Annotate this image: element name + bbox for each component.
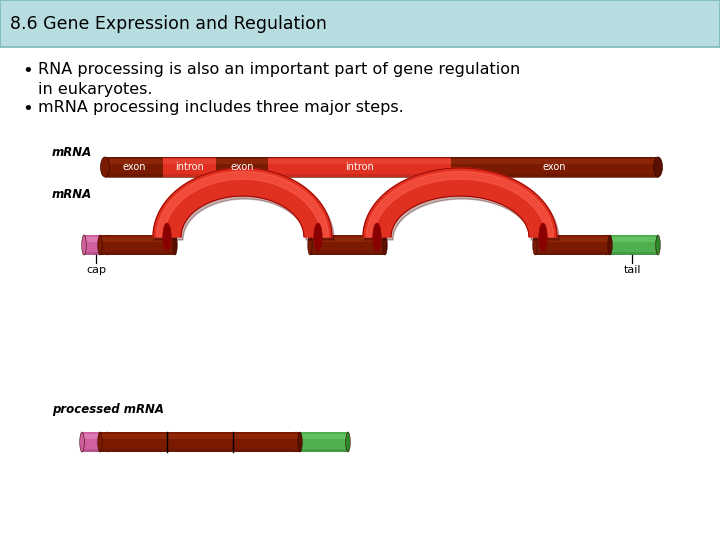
Ellipse shape (533, 235, 537, 255)
Ellipse shape (314, 223, 323, 251)
Ellipse shape (294, 432, 298, 452)
Ellipse shape (82, 235, 86, 255)
Polygon shape (153, 168, 332, 237)
Ellipse shape (608, 235, 612, 255)
Bar (82, 449, 107, 452)
Text: •: • (22, 100, 32, 118)
Polygon shape (366, 172, 554, 237)
Ellipse shape (98, 235, 102, 255)
Text: mRNA: mRNA (52, 188, 92, 201)
Bar (268, 159, 451, 164)
Ellipse shape (654, 157, 662, 177)
Ellipse shape (383, 235, 387, 255)
Bar (100, 434, 300, 438)
Bar (606, 237, 658, 241)
Text: exon: exon (122, 162, 145, 172)
Text: exon: exon (230, 162, 253, 172)
Text: cap: cap (86, 265, 106, 275)
Polygon shape (155, 171, 334, 240)
Bar (310, 252, 385, 255)
Bar (100, 237, 175, 241)
Bar (100, 235, 175, 255)
Bar (215, 157, 268, 177)
Text: mRNA processing includes three major steps.: mRNA processing includes three major ste… (38, 100, 404, 115)
Polygon shape (156, 172, 328, 237)
Bar (163, 157, 215, 177)
Ellipse shape (298, 432, 302, 452)
Ellipse shape (373, 223, 381, 251)
Bar (82, 432, 107, 452)
Bar (100, 252, 175, 255)
Bar (163, 159, 215, 164)
Bar (606, 235, 658, 255)
Bar (84, 252, 107, 255)
Ellipse shape (163, 223, 171, 251)
Text: RNA processing is also an important part of gene regulation
in eukaryotes.: RNA processing is also an important part… (38, 62, 521, 97)
Bar (535, 235, 610, 255)
Text: tail: tail (624, 265, 641, 275)
Bar (84, 237, 107, 241)
Ellipse shape (104, 235, 109, 255)
Bar (82, 434, 107, 438)
Ellipse shape (346, 432, 350, 452)
Bar (535, 237, 610, 241)
Text: •: • (22, 62, 32, 80)
Ellipse shape (104, 432, 109, 452)
Text: intron: intron (345, 162, 374, 172)
Bar (451, 159, 658, 164)
Bar (84, 235, 107, 255)
Ellipse shape (656, 235, 660, 255)
Polygon shape (365, 171, 559, 240)
Bar (451, 174, 658, 177)
Bar (105, 157, 163, 177)
Bar (105, 159, 163, 164)
Ellipse shape (539, 223, 547, 251)
Bar (100, 432, 300, 452)
Bar (0, 0, 720, 47)
Bar (215, 159, 268, 164)
Ellipse shape (101, 157, 109, 177)
Bar (296, 432, 348, 452)
Text: intron: intron (175, 162, 204, 172)
Text: mRNA: mRNA (52, 146, 92, 159)
Bar (105, 174, 163, 177)
Bar (163, 174, 215, 177)
Bar (215, 174, 268, 177)
Bar (606, 252, 658, 255)
Bar (100, 449, 300, 452)
Text: exon: exon (543, 162, 566, 172)
Bar (310, 235, 385, 255)
Bar (451, 157, 658, 177)
Ellipse shape (80, 432, 84, 452)
Bar (268, 174, 451, 177)
Bar (535, 252, 610, 255)
Text: processed mRNA: processed mRNA (52, 403, 164, 416)
Ellipse shape (307, 235, 312, 255)
Bar (268, 157, 451, 177)
Bar (310, 237, 385, 241)
Bar (296, 449, 348, 452)
Polygon shape (363, 168, 557, 237)
Ellipse shape (604, 235, 608, 255)
Text: 8.6 Gene Expression and Regulation: 8.6 Gene Expression and Regulation (10, 15, 327, 33)
Ellipse shape (173, 235, 177, 255)
Bar (296, 434, 348, 438)
Ellipse shape (98, 432, 102, 452)
